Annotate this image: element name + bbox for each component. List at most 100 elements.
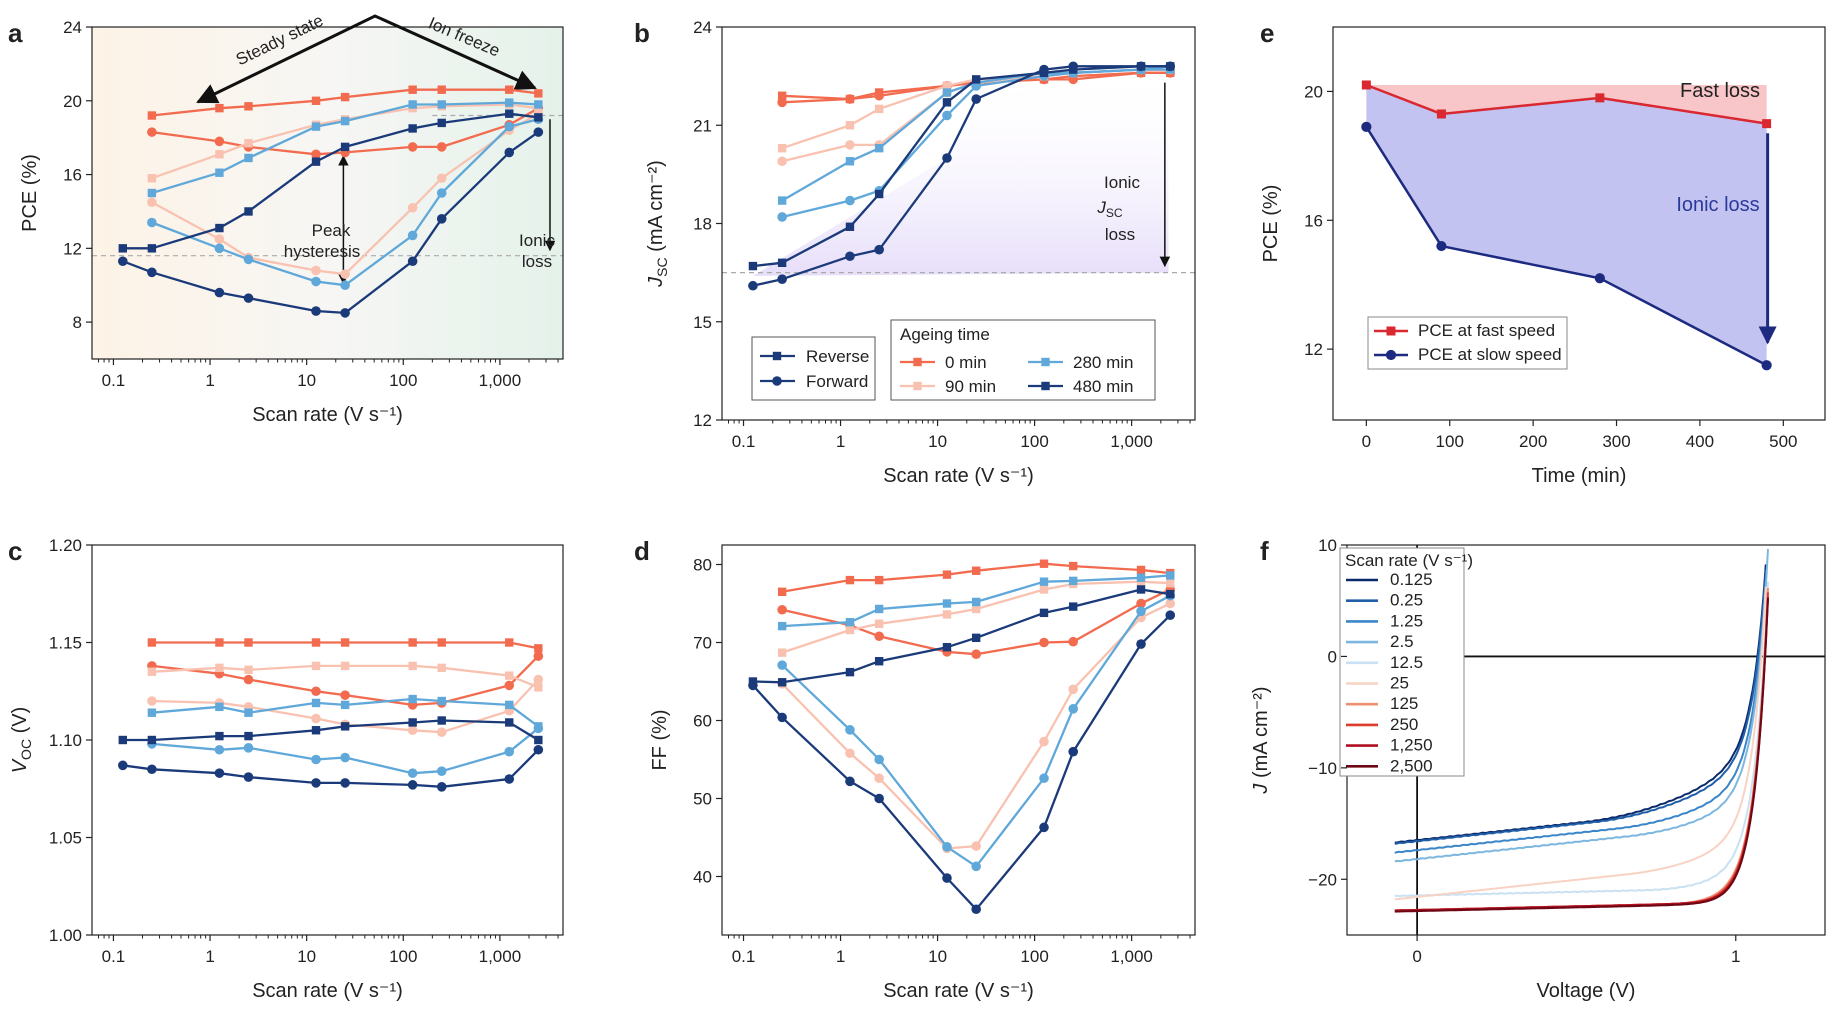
panel-d-series-5-point <box>1069 576 1078 586</box>
panel-a-annotation-ionic: Ionic <box>519 231 555 250</box>
panel-a-xtick-label: 1,000 <box>479 371 522 390</box>
panel-d-series-1-point <box>845 575 855 585</box>
panel-b-series-3-point <box>777 143 787 153</box>
panel-c-series-4-point <box>436 727 447 737</box>
panel-c-ytick-label: 1.10 <box>49 731 82 750</box>
panel-d-series-8-point <box>874 793 884 804</box>
panel-a-series-5-point <box>340 116 350 126</box>
panel-c-series-3-point <box>408 661 417 671</box>
panel-d-series-1-point <box>971 566 981 575</box>
panel-f-legend-label: 0.125 <box>1390 570 1433 589</box>
panel-c-series-6-point <box>436 766 447 776</box>
panel-a-series-4-point <box>147 197 157 208</box>
panel-c-series-6-line <box>151 727 540 775</box>
panel-b-series-5-point <box>845 157 855 166</box>
panel-e-ytick-label: 12 <box>1304 340 1323 359</box>
panel-b-series-8-point <box>971 94 981 104</box>
panel-d-series-7-point <box>942 642 952 652</box>
panel-c-series-3-point <box>311 661 321 671</box>
panel-f-ytick-label: 0 <box>1328 647 1337 666</box>
panel-label-a: a <box>8 18 23 48</box>
panel-d-series-4-point <box>845 748 855 759</box>
panel-d-series-8-point <box>1136 639 1146 649</box>
panel-d-series-7-point <box>1039 608 1049 618</box>
panel-b-ytick-label: 24 <box>693 18 712 37</box>
panel-e-legend-box <box>1367 316 1568 370</box>
panel-b-series-3-point <box>942 81 952 91</box>
panel-b-legend-entry-marker <box>1041 381 1050 391</box>
panel-c-series-8-point <box>436 782 447 792</box>
panel-a-series-3-point <box>215 150 224 159</box>
panel-b-ytick-label: 15 <box>693 313 712 332</box>
panel-d-series-8-point <box>1039 822 1049 833</box>
panel-b-ionic-loss-shade <box>752 63 1169 276</box>
panel-c-series-5-point <box>340 700 350 710</box>
panel-a-series-8-point <box>147 267 157 278</box>
panel-c-series-4-point <box>147 696 157 706</box>
panel-b-y-axis-label: JSC (mA cm⁻²) <box>645 160 670 288</box>
panel-a-xtick-label: 100 <box>389 371 417 390</box>
panel-a-series-7-point <box>340 142 350 152</box>
panel-b-series-7-point <box>845 222 855 231</box>
panel-a-series-2-point <box>214 136 225 147</box>
panel-d-series-1-point <box>942 570 952 579</box>
panel-b-ytick-label: 21 <box>693 116 712 135</box>
panel-d-xtick-label: 1 <box>836 947 845 966</box>
panel-c-series-6-point <box>504 746 515 757</box>
panel-a-series-4-point <box>407 202 418 213</box>
panel-a-series-1-point <box>505 85 514 94</box>
panel-e-legend-marker <box>1385 349 1397 361</box>
panel-b-series-2-point <box>777 97 787 108</box>
panel-d-series-8-point <box>845 776 855 787</box>
panel-c-series-1-point <box>408 638 417 647</box>
panel-a-xtick-label: 10 <box>297 371 316 390</box>
panel-d-series-7-point <box>1069 602 1078 611</box>
panel-d-chart: 0.1 1 10 100 1,000 40 50 60 70 80 Scan rate (V s⁻¹… <box>649 544 1196 1002</box>
panel-c-ytick-label: 1.15 <box>49 634 82 653</box>
panel-b-series-7-point <box>971 75 981 84</box>
panel-f-curve-4 <box>1394 549 1769 863</box>
panel-c-series-3-point <box>505 671 514 680</box>
panel-d-series-7-point <box>777 678 787 687</box>
panel-c-series-1-point <box>215 638 224 647</box>
panel-f-legend-label: 250 <box>1390 715 1418 734</box>
panel-b-xtick-label: 1,000 <box>1110 432 1153 451</box>
panel-b-annotation-loss: loss <box>1105 225 1135 244</box>
panel-c-series-7-point <box>408 718 417 727</box>
panel-f-x-axis-label: Voltage (V) <box>1537 980 1636 1002</box>
panel-f-curve-6 <box>1394 586 1767 901</box>
panel-f-legend-label: 0.25 <box>1390 591 1423 610</box>
panel-d-series-5-point <box>845 618 855 627</box>
panel-c-series-7-point <box>244 731 253 741</box>
panel-a-series-8-point <box>340 308 350 318</box>
panel-a-series-3-point <box>147 174 157 183</box>
panel-c-series-1-point <box>244 638 253 647</box>
panel-d-xtick-label: 0.1 <box>732 947 756 966</box>
panel-label-c: c <box>8 536 22 566</box>
panel-e-series-2-line <box>1365 126 1768 367</box>
panel-b-series-8-point <box>1136 61 1146 72</box>
panel-c-series-6-point <box>533 723 544 734</box>
panel-a-series-7-line <box>122 112 539 250</box>
panel-d-series-6-point <box>1039 773 1049 784</box>
panel-e-legend-label: PCE at fast speed <box>1418 321 1555 340</box>
panel-d-series-8-point <box>748 680 758 691</box>
panel-c-series-6-point <box>214 744 225 755</box>
panel-f-legend-label: 2.5 <box>1390 632 1414 651</box>
panel-f-legend-label: 2,500 <box>1390 756 1433 775</box>
panel-b-series-8-point <box>874 244 884 255</box>
panel-d-series-5-point <box>1166 571 1175 580</box>
panel-d-ytick-label: 40 <box>693 868 712 887</box>
panel-c-xtick-label: 1,000 <box>479 947 522 966</box>
panel-c-series-3-point <box>147 667 157 676</box>
panel-e-series-1-line <box>1365 83 1767 125</box>
panel-d-series-4-point <box>971 841 981 851</box>
panel-b-ytick-label: 12 <box>693 411 712 430</box>
panel-d-xtick-label: 10 <box>928 947 947 966</box>
panel-f-curve-5 <box>1394 581 1769 898</box>
panel-label-e: e <box>1260 18 1274 48</box>
panel-b-x-axis-label: Scan rate (V s⁻¹) <box>883 465 1034 487</box>
panel-a-series-7-point <box>215 223 224 233</box>
panel-c-series-5-point <box>147 708 157 717</box>
panel-a-series-2-point <box>311 149 321 160</box>
